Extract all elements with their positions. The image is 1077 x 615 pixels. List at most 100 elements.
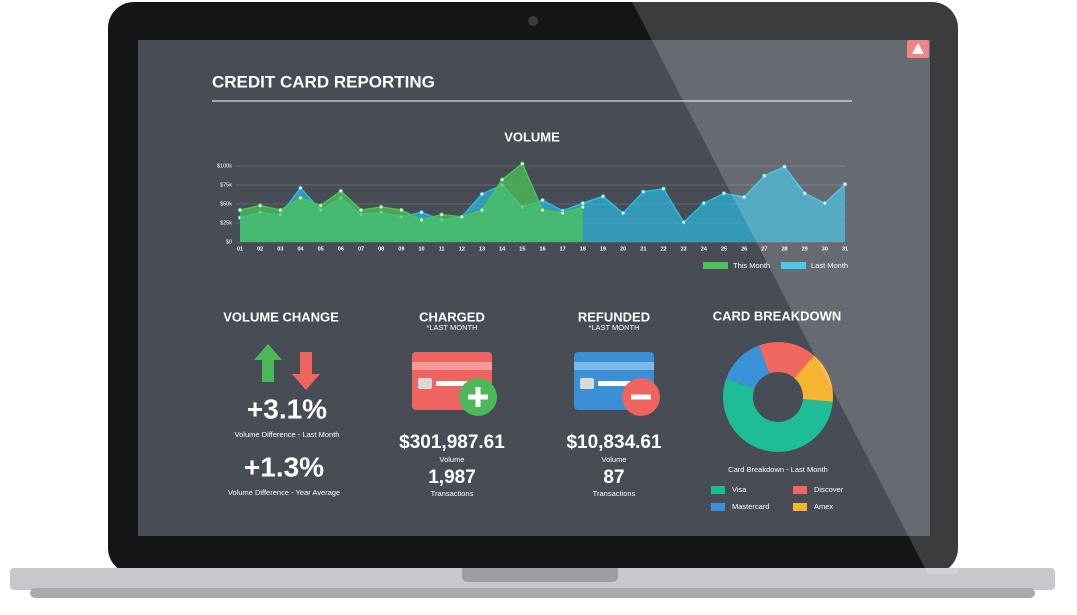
data-point	[540, 207, 545, 213]
x-tick-label: 16	[539, 246, 545, 252]
x-tick-label: 04	[297, 246, 304, 252]
card-plus-icon	[412, 352, 497, 416]
x-tick-label: 22	[660, 246, 666, 252]
x-tick-label: 06	[338, 246, 344, 252]
x-tick-label: 30	[822, 246, 828, 252]
legend-swatch	[793, 503, 807, 511]
section-title: VOLUME CHANGE	[223, 309, 339, 324]
data-point	[540, 197, 545, 203]
data-point	[580, 201, 586, 206]
screen-glare	[632, 2, 958, 574]
data-point	[842, 182, 848, 187]
x-tick-label: 01	[237, 246, 243, 252]
transactions-label: Transactions	[593, 489, 636, 498]
section-title: REFUNDED	[578, 309, 650, 324]
chart-subtitle: Card Breakdown - Last Month	[728, 465, 828, 474]
chart-title: VOLUME	[504, 129, 560, 144]
transactions-count: 87	[603, 467, 624, 488]
x-tick-label: 28	[781, 246, 787, 252]
legend-swatch	[793, 486, 807, 494]
data-point	[802, 191, 807, 196]
volume-chart: $0 $25k $50k $75k $100k 01 02 03 04 05 06 07 08 09 10 1…	[217, 161, 848, 270]
data-point	[318, 203, 323, 208]
volume-amount: $10,834.61	[566, 432, 662, 453]
data-point	[600, 194, 606, 199]
data-point	[520, 161, 525, 166]
card-breakdown-chart: Visa Mastercard Discover Amex	[711, 341, 844, 511]
data-point	[237, 207, 243, 213]
laptop-notch	[462, 568, 618, 582]
data-point	[641, 189, 646, 195]
data-point	[358, 207, 364, 213]
section-note: *LAST MONTH	[426, 323, 477, 332]
alert-icon	[912, 43, 924, 54]
metric: +3.1%	[247, 393, 327, 424]
legend-label: Amex	[814, 502, 833, 511]
legend-label: Discover	[814, 485, 844, 494]
donut-segment	[723, 378, 833, 452]
donut-segment	[759, 341, 815, 379]
laptop-base-foot	[30, 588, 1035, 598]
x-tick-label: 29	[802, 246, 808, 252]
x-tick-label: 14	[499, 246, 506, 252]
metric-label: Volume Difference - Last Month	[235, 430, 340, 439]
x-tick-label: 02	[257, 246, 263, 252]
data-point	[721, 191, 727, 196]
x-tick-label: 10	[418, 246, 424, 252]
donut-segment	[726, 345, 770, 389]
y-tick-label: $75k	[220, 182, 232, 188]
section-title: CARD BREAKDOWN	[713, 308, 842, 323]
data-point	[620, 210, 626, 216]
x-tick-label: 09	[398, 246, 404, 252]
data-point	[459, 214, 465, 220]
volume-label: Volume	[439, 455, 464, 464]
data-point	[378, 204, 384, 210]
x-tick-label: 12	[459, 246, 465, 252]
series-line	[239, 162, 584, 221]
transactions-label: Transactions	[431, 489, 474, 498]
metric-label: Volume Difference - Year Average	[228, 488, 340, 497]
data-point	[580, 204, 586, 210]
legend-label: Visa	[732, 485, 747, 494]
data-point	[298, 195, 303, 201]
y-tick-label: $100k	[217, 163, 232, 169]
legend-swatch	[711, 503, 725, 511]
data-point	[479, 207, 485, 213]
series-area	[240, 163, 583, 242]
x-tick-label: 17	[560, 246, 566, 252]
x-tick-label: 24	[701, 246, 708, 252]
volume-label: Volume	[601, 455, 626, 464]
section-note: *LAST MONTH	[588, 323, 639, 332]
data-point	[560, 210, 565, 216]
data-point	[419, 210, 424, 215]
legend-swatch	[781, 262, 806, 269]
x-tick-label: 31	[842, 246, 848, 252]
x-tick-label: 07	[358, 246, 364, 252]
x-tick-label: 08	[378, 246, 384, 252]
data-point	[338, 188, 344, 194]
data-point	[661, 186, 666, 191]
screen	[138, 40, 930, 536]
x-tick-label: 03	[277, 246, 283, 252]
legend-label: This Month	[733, 261, 770, 270]
data-point	[479, 191, 485, 197]
x-tick-label: 19	[600, 246, 606, 252]
legend-label: Mastercard	[732, 502, 770, 511]
data-point	[681, 220, 686, 225]
volume-amount: $301,987.61	[399, 432, 505, 453]
legend-swatch	[703, 262, 728, 269]
legend-label: Last Month	[811, 261, 848, 270]
camera	[528, 16, 538, 26]
metric: +1.3%	[244, 451, 324, 482]
data-point	[701, 201, 707, 206]
data-point	[782, 164, 787, 169]
data-point	[439, 212, 444, 217]
down-arrow	[292, 352, 320, 390]
x-tick-label: 15	[519, 246, 525, 252]
x-tick-label: 26	[741, 246, 747, 252]
data-point	[741, 194, 747, 200]
up-arrow	[254, 344, 282, 382]
data-point	[278, 207, 283, 213]
donut-segment	[794, 355, 833, 402]
